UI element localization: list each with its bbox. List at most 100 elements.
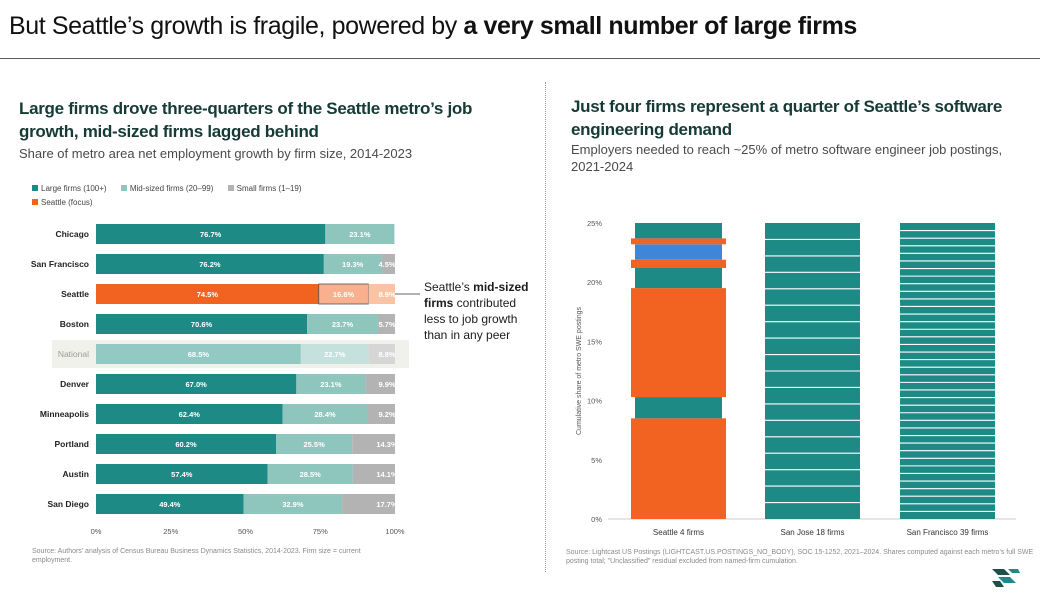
bar-mid-austin [267, 464, 353, 484]
y-axis-label: Cumulative share of metro SWE postings [576, 307, 583, 435]
bar-large-boston [96, 314, 308, 334]
data-label-mid-san-francisco: 19.3% [342, 260, 364, 269]
x-tick-label-2: 50% [238, 527, 253, 536]
bar-large-minneapolis [96, 404, 283, 424]
bar-san-francisco-39-firms [900, 223, 995, 519]
bar-large-seattle [96, 284, 319, 304]
bar-small-san-francisco [381, 254, 395, 274]
legend-swatch-small [227, 185, 234, 191]
y-tick-label-boston: Boston [60, 319, 89, 329]
bar-mid-minneapolis [282, 404, 368, 424]
left-chart-subtitle: Share of metro area net employment growt… [19, 146, 413, 161]
legend-item-seattle: Seattle (focus) [32, 196, 93, 210]
data-label-large-minneapolis: 62.4% [179, 410, 201, 419]
bar-mid-denver [296, 374, 366, 394]
left-chart-legend: Large firms (100+) Mid-sized firms (20–9… [32, 182, 392, 210]
data-label-mid-austin: 28.5% [300, 470, 322, 479]
data-label-large-seattle: 74.5% [197, 290, 219, 299]
y-tick-label-chicago: Chicago [55, 229, 89, 239]
bar-large-san-francisco [96, 254, 324, 274]
bar-large-austin [96, 464, 268, 484]
data-label-small-boston: 5.7% [378, 320, 395, 329]
legend-label-small: Small firms (1–19) [236, 184, 302, 193]
data-label-large-boston: 70.6% [191, 320, 213, 329]
y-tick-label-0: 0% [591, 515, 602, 524]
bar-large-portland [96, 434, 276, 454]
data-label-small-san-diego: 17.7% [376, 500, 398, 509]
brand-logo-icon [992, 569, 1020, 587]
bar-large-chicago [96, 224, 326, 244]
data-label-large-national: 68.5% [188, 350, 210, 359]
legend-item-large: Large firms (100+) [32, 182, 107, 196]
y-tick-label-3: 15% [587, 337, 602, 346]
right-chart-subtitle: Employers needed to reach ~25% of metro … [571, 142, 1003, 174]
bar-mid-national [300, 344, 369, 364]
x-tick-label-san-francisco-39-firms: San Francisco 39 firms [907, 528, 989, 537]
y-tick-label-4: 20% [587, 278, 602, 287]
data-label-mid-national: 22.7% [324, 350, 346, 359]
data-label-small-national: 8.8% [378, 350, 395, 359]
bar-mid-san-francisco [323, 254, 382, 274]
y-tick-label-austin: Austin [63, 469, 89, 479]
legend-item-small: Small firms (1–19) [227, 182, 302, 196]
data-label-large-san-diego: 49.4% [159, 500, 181, 509]
y-tick-label-2: 10% [587, 397, 602, 406]
legend-swatch-seattle [32, 199, 38, 205]
data-label-small-denver: 9.9% [378, 380, 395, 389]
y-tick-label-1: 5% [591, 456, 602, 465]
right-source-note: Source: Lightcast US Postings (LIGHTCAST… [566, 549, 1034, 565]
headline-rule [0, 58, 1040, 59]
y-tick-label-national: National [58, 349, 89, 359]
data-label-mid-san-diego: 32.9% [282, 500, 304, 509]
data-label-mid-chicago: 23.1% [349, 230, 371, 239]
data-label-large-portland: 60.2% [175, 440, 197, 449]
legend-label-mid: Mid-sized firms (20–99) [129, 184, 214, 193]
callout-bold: mid-sized firms [424, 280, 529, 310]
legend-swatch-mid [120, 185, 127, 191]
data-label-mid-boston: 23.7% [332, 320, 354, 329]
callout-post: contributed less to job growth than in a… [424, 296, 518, 342]
seattle-firm-segment-0 [631, 418, 726, 519]
headline-bold: a very small number of large firms [463, 12, 857, 40]
x-tick-label-3: 75% [313, 527, 328, 536]
data-label-mid-denver: 23.1% [320, 380, 342, 389]
data-label-small-austin: 14.1% [376, 470, 398, 479]
bar-large-san-diego [96, 494, 244, 514]
data-label-large-chicago: 76.7% [200, 230, 222, 239]
seattle-firm-segment-3 [635, 267, 722, 289]
bar-large-denver [96, 374, 297, 394]
y-tick-label-minneapolis: Minneapolis [40, 409, 89, 419]
x-tick-label-1: 25% [163, 527, 178, 536]
headline-plain: But Seattle’s growth is fragile, powered… [9, 12, 464, 40]
legend-label-large: Large firms (100+) [41, 184, 107, 193]
data-label-mid-seattle: 16.6% [333, 290, 355, 299]
seattle-firm-segment-6 [631, 238, 726, 245]
bar-mid-boston [307, 314, 378, 334]
data-label-mid-minneapolis: 28.4% [314, 410, 336, 419]
data-label-large-austin: 57.4% [171, 470, 193, 479]
x-tick-label-san-jose-18-firms: San Jose 18 firms [780, 528, 844, 537]
seattle-firm-segment-2 [631, 288, 726, 398]
y-tick-label-seattle: Seattle [61, 289, 89, 299]
data-label-large-san-francisco: 76.2% [199, 260, 221, 269]
x-tick-label-0: 0% [91, 527, 102, 536]
bar-mid-san-diego [243, 494, 343, 514]
bar-small-austin [352, 464, 395, 484]
legend-item-mid: Mid-sized firms (20–99) [120, 182, 214, 196]
legend-swatch-large [32, 185, 38, 191]
x-tick-label-seattle-4-firms: Seattle 4 firms [653, 528, 704, 537]
page-headline: But Seattle’s growth is fragile, powered… [9, 12, 857, 41]
seattle-firm-segment-5 [635, 244, 722, 260]
y-tick-label-portland: Portland [55, 439, 89, 449]
data-label-small-san-francisco: 4.5% [378, 260, 395, 269]
right-chart-title: Just four firms represent a quarter of S… [571, 97, 1003, 139]
data-label-small-seattle: 8.9% [378, 290, 395, 299]
seattle-firm-segment-7 [635, 223, 722, 239]
bar-small-denver [365, 374, 395, 394]
y-tick-label-san-diego: San Diego [47, 499, 89, 509]
seattle-callout: Seattle’s mid-sized firms contributed le… [424, 279, 534, 343]
bar-small-seattle [368, 284, 395, 304]
y-tick-label-san-francisco: San Francisco [31, 259, 89, 269]
legend-label-seattle: Seattle (focus) [41, 198, 93, 207]
